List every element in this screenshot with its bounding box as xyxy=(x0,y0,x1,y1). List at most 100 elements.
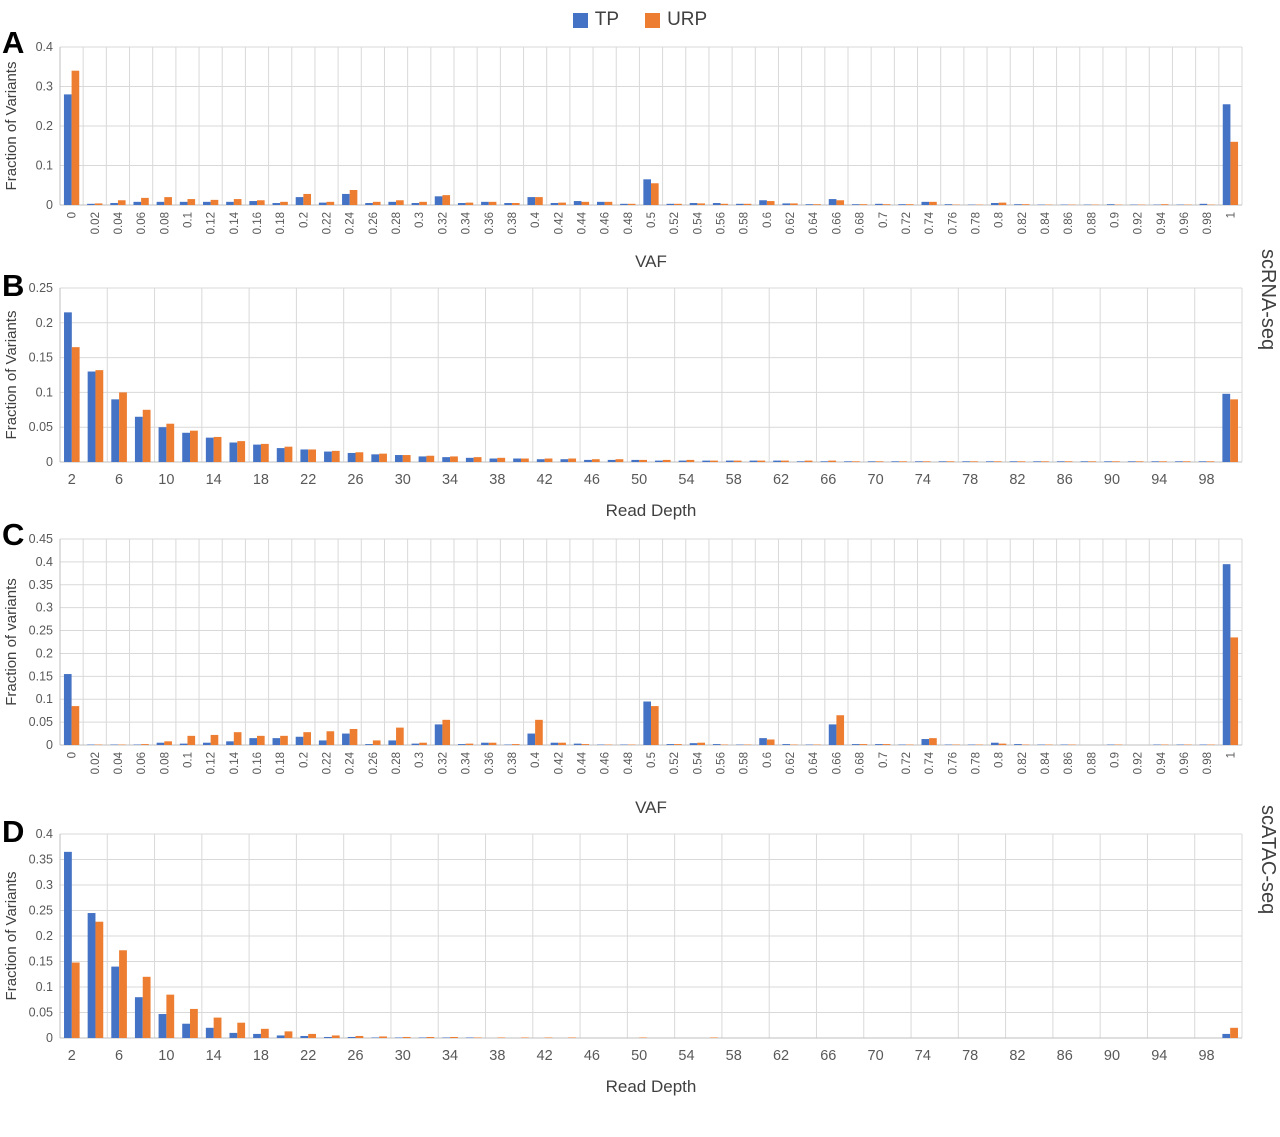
bar-TP xyxy=(371,454,380,462)
x-tick-label: 0.5 xyxy=(646,752,658,768)
bar-URP xyxy=(166,423,175,462)
bar-TP xyxy=(1127,461,1136,462)
bar-URP xyxy=(1160,204,1169,205)
bar-URP xyxy=(743,203,752,205)
x-tick-label: 0.18 xyxy=(275,752,287,774)
x-axis-title: VAF xyxy=(635,252,667,271)
bar-TP xyxy=(182,1023,191,1038)
bar-TP xyxy=(759,200,767,205)
bar-TP xyxy=(111,399,120,462)
x-tick-label: 0.98 xyxy=(1202,752,1214,774)
bar-URP xyxy=(558,202,566,205)
bar-URP xyxy=(1159,461,1168,462)
bar-URP xyxy=(233,199,242,205)
bar-TP xyxy=(828,199,837,205)
bar-URP xyxy=(71,706,80,745)
bar-TP xyxy=(229,442,238,462)
x-tick-label: 0.7 xyxy=(878,752,890,768)
bar-URP xyxy=(813,204,821,205)
bar-URP xyxy=(882,744,891,745)
bar-URP xyxy=(355,1035,364,1038)
x-tick-label: 0.6 xyxy=(762,752,774,768)
bar-URP xyxy=(905,204,914,205)
x-tick-label: 0.9 xyxy=(1110,212,1122,228)
bar-TP xyxy=(388,740,397,745)
x-tick-label: 0.88 xyxy=(1086,752,1098,774)
x-tick-label: 0.46 xyxy=(600,752,612,774)
bar-URP xyxy=(141,197,149,205)
bar-URP xyxy=(237,441,246,462)
bar-TP xyxy=(527,733,536,745)
bar-URP xyxy=(836,200,845,205)
bar-URP xyxy=(544,1037,553,1038)
bar-TP xyxy=(434,724,443,745)
x-tick-label: 54 xyxy=(678,472,694,488)
x-tick-label: 58 xyxy=(726,1048,742,1064)
bar-URP xyxy=(141,744,149,745)
bar-TP xyxy=(631,459,640,462)
bar-URP xyxy=(697,742,706,745)
chart-b-readdepth-scrna: 00.050.10.150.20.252 6 10 14 18 22 26 30 34 38 42 4… xyxy=(3,281,1243,520)
x-tick-label: 0.1 xyxy=(182,212,194,228)
x-tick-label: 90 xyxy=(1104,1048,1120,1064)
y-tick-label: 0 xyxy=(46,198,53,212)
x-tick-label: 0.74 xyxy=(924,211,936,234)
x-tick-label: 98 xyxy=(1198,1048,1214,1064)
bar-TP xyxy=(63,94,72,205)
bar-TP xyxy=(300,449,309,462)
y-tick-label: 0 xyxy=(46,1031,53,1045)
x-tick-label: 26 xyxy=(347,1048,363,1064)
bar-URP xyxy=(257,200,265,205)
x-tick-label: 0.68 xyxy=(855,212,867,234)
bar-URP xyxy=(604,201,613,205)
bar-URP xyxy=(349,728,358,745)
x-tick-label: 0.34 xyxy=(461,751,473,774)
x-tick-label: 0.94 xyxy=(1156,211,1168,234)
bar-TP xyxy=(921,739,930,745)
bar-TP xyxy=(796,461,805,462)
bar-URP xyxy=(639,459,647,462)
x-tick-label: 0.68 xyxy=(855,752,867,774)
x-tick-label: 0.16 xyxy=(252,752,264,774)
bar-URP xyxy=(326,201,335,205)
x-tick-label: 58 xyxy=(726,472,742,488)
panel-d: D 0 0.05 0.1 0.15 0.2 0.25 0.3 0.35 0.4 2 6 10 14 18 2… xyxy=(0,816,1280,1105)
y-axis-title: Fraction of Variants xyxy=(3,62,20,191)
bar-URP xyxy=(450,1036,458,1038)
bar-URP xyxy=(836,715,845,745)
bar-URP xyxy=(260,1028,269,1038)
x-axis-title: VAF xyxy=(635,798,667,817)
x-tick-label: 0.72 xyxy=(901,752,913,774)
x-tick-label: 0.4 xyxy=(530,751,542,768)
bar-URP xyxy=(781,460,789,462)
bar-TP xyxy=(442,1037,451,1038)
bar-TP xyxy=(158,427,167,462)
bar-TP xyxy=(875,203,883,205)
bar-TP xyxy=(179,743,188,745)
x-tick-label: 0.34 xyxy=(461,211,473,234)
bar-TP xyxy=(394,455,403,462)
bar-URP xyxy=(998,202,1007,205)
x-tick-label: 0.02 xyxy=(90,752,102,774)
bar-URP xyxy=(859,204,868,205)
x-tick-label: 10 xyxy=(158,472,174,488)
panel-letter-a: A xyxy=(2,25,25,60)
bar-TP xyxy=(938,461,947,462)
x-tick-label: 0.42 xyxy=(553,752,565,774)
bar-URP xyxy=(733,460,742,462)
y-tick-label: 0 xyxy=(46,455,53,469)
bar-TP xyxy=(655,460,663,462)
x-tick-label: 22 xyxy=(300,472,316,488)
legend-swatch-urp xyxy=(645,12,661,28)
bar-TP xyxy=(513,458,521,462)
bar-URP xyxy=(497,1037,506,1038)
y-tick-label: 0.1 xyxy=(36,980,53,994)
x-tick-label: 0.08 xyxy=(159,752,171,774)
x-tick-label: 0.82 xyxy=(1017,752,1029,774)
bar-TP xyxy=(990,742,999,745)
bar-URP xyxy=(396,727,404,745)
bar-URP xyxy=(998,743,1007,745)
bar-TP xyxy=(418,456,427,462)
bar-TP xyxy=(550,742,559,745)
y-tick-label: 0.25 xyxy=(29,281,53,295)
